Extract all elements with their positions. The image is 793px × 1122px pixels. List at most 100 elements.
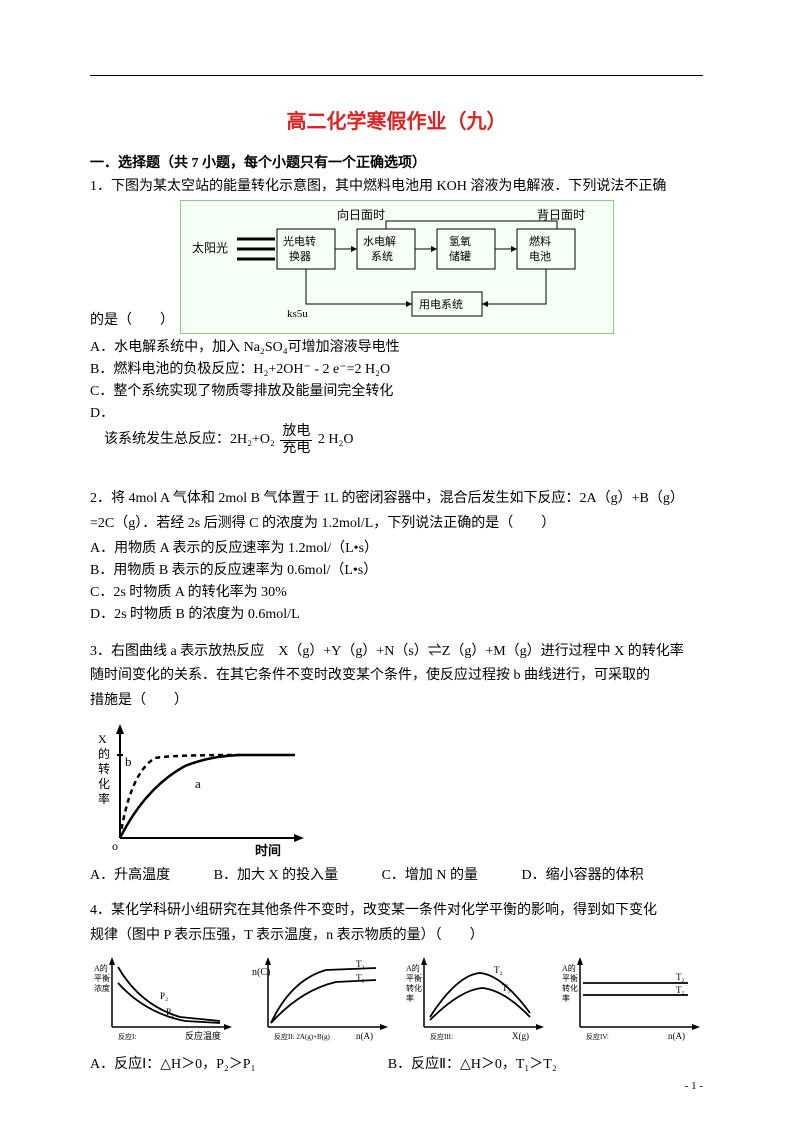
diagram-sun-label: 太阳光 — [192, 240, 228, 255]
svg-text:T₂: T₂ — [494, 965, 503, 975]
section-1-head: 一．选择题（共 7 小题，每个小题只有一个正确选项） — [90, 152, 703, 172]
svg-text:n(C): n(C) — [252, 967, 270, 978]
diagram-label-top-left: 向日面时 — [337, 207, 385, 222]
arrow-converter-consumer — [306, 269, 412, 304]
q2-opt-b: B．用物质 B 表示的反应速率为 0.6mol/（L•s） — [90, 559, 703, 579]
q2-stem2: =2C（g）．若经 2s 后测得 C 的浓度为 1.2mol/L，下列说法正确的… — [90, 513, 703, 535]
svg-text:n(A): n(A) — [356, 1031, 373, 1041]
q3-opt-d: D．缩小容器的体积 — [522, 864, 644, 884]
q1-opt-d-label: D． — [90, 402, 703, 422]
q3-curve-a-label: a — [195, 776, 201, 791]
diagram-label-top-right: 背日面时 — [537, 208, 585, 222]
q4-stem1: 4．某化学科研小组研究在其他条件不变时，改变某一条件对化学平衡的影响，得到如下变… — [90, 900, 703, 922]
svg-text:T₂: T₂ — [356, 959, 365, 969]
svg-text:反应II: 2A(g)+B(g): 反应II: 2A(g)+B(g) — [274, 1032, 331, 1041]
svg-text:A的: A的 — [94, 963, 108, 973]
svg-text:反应III:: 反应III: — [430, 1032, 453, 1041]
q4-chart-1: A的 平衡 浓度 P₂ P₁ 反应温度 反应I: — [90, 955, 235, 1045]
q3-curve-b-label: b — [125, 754, 132, 769]
q1-stem: 1．下图为某太空站的能量转化示意图，其中燃料电池用 KOH 溶液为电解液．下列说… — [90, 176, 703, 198]
box-fuelcell-l1: 燃料 — [529, 234, 551, 248]
box-tank-l1: 氢氧 — [449, 234, 471, 248]
svg-text:反应I:: 反应I: — [118, 1032, 136, 1041]
q2-opt-a: A．用物质 A 表示的反应速率为 1.2mol/（L•s） — [90, 537, 703, 557]
svg-text:转化: 转化 — [406, 983, 422, 993]
page: 高二化学寒假作业（九） 一．选择题（共 7 小题，每个小题只有一个正确选项） 1… — [0, 0, 793, 1122]
page-title: 高二化学寒假作业（九） — [90, 105, 703, 134]
q1-stem-tail: 的是（ ） — [90, 310, 174, 332]
box-consumer-label: 用电系统 — [419, 298, 463, 311]
q3-stem1: 3．右图曲线 a 表示放热反应 X（g）+Y（g）+N（s）⇌Z（g）+M（g）… — [90, 641, 703, 663]
arrow-feedback — [386, 221, 557, 229]
q3-y-l5: 率 — [98, 791, 110, 806]
q3-opt-a: A．升高温度 — [90, 864, 170, 884]
q3-opt-c: C．增加 N 的量 — [382, 864, 478, 884]
q3-origin: o — [112, 839, 118, 853]
q3-y-l3: 转 — [98, 761, 110, 776]
svg-text:率: 率 — [562, 993, 570, 1003]
box-converter-l1: 光电转 — [283, 234, 316, 248]
box-converter — [277, 229, 335, 269]
q3-x-label: 时间 — [255, 843, 281, 858]
q4-opt-b: B．反应Ⅱ：△H＞0，T₁＞T₂ — [388, 1053, 682, 1073]
q1-opt-d: 该系统发生总反应：2H₂+O₂ 放电 充电 2 H₂O — [90, 424, 703, 456]
q4-chart-2: n(C) T₂ T₁ n(A) 反应II: 2A(g)+B(g) — [246, 955, 391, 1045]
box-tank — [437, 229, 495, 269]
svg-text:平衡: 平衡 — [562, 973, 578, 983]
svg-text:转化: 转化 — [562, 983, 578, 993]
q3-curve-a — [120, 755, 295, 838]
spacer-3 — [90, 884, 703, 898]
svg-text:P₂: P₂ — [160, 991, 168, 1001]
q1-diagram: 向日面时 背日面时 太阳光 光电转 换器 水电解 系统 氢氧 储罐 燃料 — [180, 200, 614, 334]
spacer-1 — [90, 458, 703, 486]
svg-text:T₂: T₂ — [676, 972, 685, 982]
box-electrolysis-l2: 系统 — [371, 250, 393, 263]
svg-text:率: 率 — [406, 993, 414, 1003]
q4-charts: A的 平衡 浓度 P₂ P₁ 反应温度 反应I: n(C) T₂ T₁ n(A)… — [90, 955, 703, 1045]
svg-text:平衡: 平衡 — [406, 973, 422, 983]
box-converter-l2: 换器 — [289, 249, 311, 263]
q3-stem3: 措施是（ ） — [90, 690, 703, 712]
q1-d-post: 2 H₂O — [318, 433, 354, 448]
box-fuelcell — [517, 229, 575, 269]
svg-text:P₁: P₁ — [166, 1007, 174, 1017]
q3-options: A．升高温度 B．加大 X 的投入量 C．增加 N 的量 D．缩小容器的体积 — [90, 864, 703, 884]
q3-opt-b: B．加大 X 的投入量 — [214, 864, 338, 884]
q1-opt-a: A．水电解系统中，加入 Na₂SO₄可增加溶液导电性 — [90, 336, 703, 356]
svg-text:X(g): X(g) — [512, 1031, 529, 1041]
q1-d-frac-den: 充电 — [280, 441, 312, 456]
energy-diagram-svg: 向日面时 背日面时 太阳光 光电转 换器 水电解 系统 氢氧 储罐 燃料 — [187, 207, 607, 327]
box-tank-l2: 储罐 — [449, 249, 471, 263]
q1-d-frac-num: 放电 — [280, 424, 312, 440]
svg-text:T₁: T₁ — [356, 973, 365, 983]
q1-d-frac: 放电 充电 — [280, 424, 312, 456]
q3-stem2: 随时间变化的关系．在其它条件不变时改变某个条件，使反应过程按 b 曲线进行，可采… — [90, 665, 703, 687]
q4-stem2: 规律（图中 P 表示压强，T 表示温度，n 表示物质的量）（ ） — [90, 925, 703, 947]
diagram-note: ks5u — [287, 308, 308, 320]
arrow-fuelcell-consumer — [482, 269, 546, 304]
svg-text:T₁: T₁ — [676, 985, 685, 995]
svg-text:浓度: 浓度 — [94, 983, 110, 993]
q1-d-pre: 该系统发生总反应：2H₂+O₂ — [90, 433, 275, 448]
q3-y-l2: 的 — [98, 746, 110, 761]
q4-chart-4: A的 平衡 转化 率 T₂ T₁ n(A) 反应IV: — [558, 955, 703, 1045]
box-electrolysis-l1: 水电解 — [363, 234, 396, 248]
svg-text:T₁: T₁ — [502, 983, 511, 993]
spacer-2 — [90, 625, 703, 639]
q3-x-arrow — [294, 834, 304, 842]
q1-opt-b: B．燃料电池的负极反应：H₂+2OH⁻ - 2 e⁻=2 H₂O — [90, 358, 703, 378]
page-number: - 1 - — [685, 1080, 703, 1092]
q3-graph: X 的 转 化 率 o 时间 a b — [90, 718, 320, 858]
top-rule — [90, 75, 703, 76]
svg-text:n(A): n(A) — [668, 1031, 685, 1041]
q2-stem1: 2．将 4mol A 气体和 2mol B 气体置于 1L 的密闭容器中，混合后… — [90, 488, 703, 510]
svg-text:A的: A的 — [406, 963, 420, 973]
q4-options: A．反应Ⅰ：△H＞0，P₂＞P₁ B．反应Ⅱ：△H＞0，T₁＞T₂ — [90, 1053, 703, 1073]
box-fuelcell-l2: 电池 — [529, 250, 551, 263]
q4-opt-a: A．反应Ⅰ：△H＞0，P₂＞P₁ — [90, 1053, 384, 1073]
svg-text:反应温度: 反应温度 — [185, 1030, 221, 1041]
svg-text:平衡: 平衡 — [94, 973, 110, 983]
q2-opt-c: C．2s 时物质 A 的转化率为 30% — [90, 581, 703, 601]
svg-text:反应IV:: 反应IV: — [586, 1032, 609, 1041]
q3-y-l4: 化 — [98, 777, 110, 791]
